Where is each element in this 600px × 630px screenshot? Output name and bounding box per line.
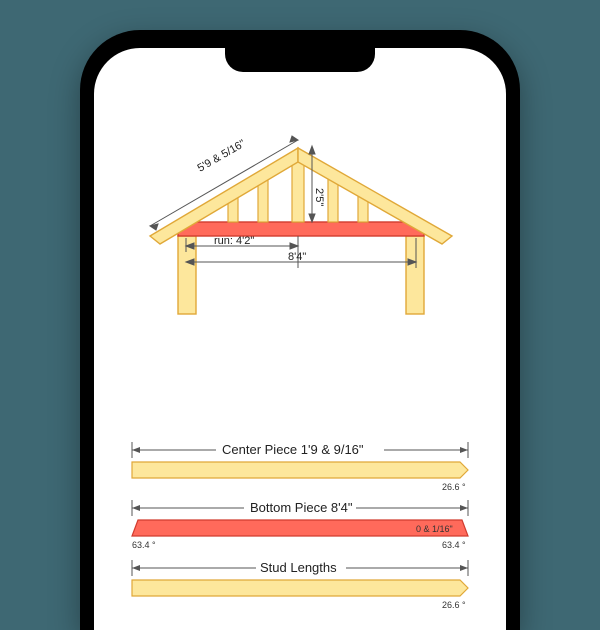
rafter-length-label: 5'9 & 5/16" xyxy=(196,138,248,175)
run-label: run: 4'2" xyxy=(214,235,254,247)
bottom-piece-row: Bottom Piece 8'4" 0 & 1/16" 63.4 ° 63.4 … xyxy=(132,500,468,550)
phone-frame: 5'9 & 5/16" 2'5" run: 4'2" xyxy=(80,30,520,630)
center-piece-row: Center Piece 1'9 & 9/16" 26.6 ° xyxy=(132,442,468,492)
center-piece-label: Center Piece 1'9 & 9/16" xyxy=(222,442,364,457)
phone-notch xyxy=(225,48,375,72)
center-piece-angle-right: 26.6 ° xyxy=(442,482,466,492)
rise-label: 2'5" xyxy=(313,188,325,206)
stud-lengths-row: Stud Lengths 26.6 ° xyxy=(132,560,468,610)
truss-diagram: 5'9 & 5/16" 2'5" run: 4'2" xyxy=(94,48,506,630)
stud-lengths-angle-right: 26.6 ° xyxy=(442,600,466,610)
span-label: 8'4" xyxy=(288,251,306,263)
post-right xyxy=(406,236,424,314)
bottom-chord xyxy=(178,222,424,236)
stud-lengths-label: Stud Lengths xyxy=(260,560,337,575)
bottom-piece-right-text: 0 & 1/16" xyxy=(416,524,453,534)
phone-screen: 5'9 & 5/16" 2'5" run: 4'2" xyxy=(94,48,506,630)
bottom-piece-label: Bottom Piece 8'4" xyxy=(250,500,353,515)
bottom-piece-angle-right: 63.4 ° xyxy=(442,540,466,550)
bottom-piece-angle-left: 63.4 ° xyxy=(132,540,156,550)
